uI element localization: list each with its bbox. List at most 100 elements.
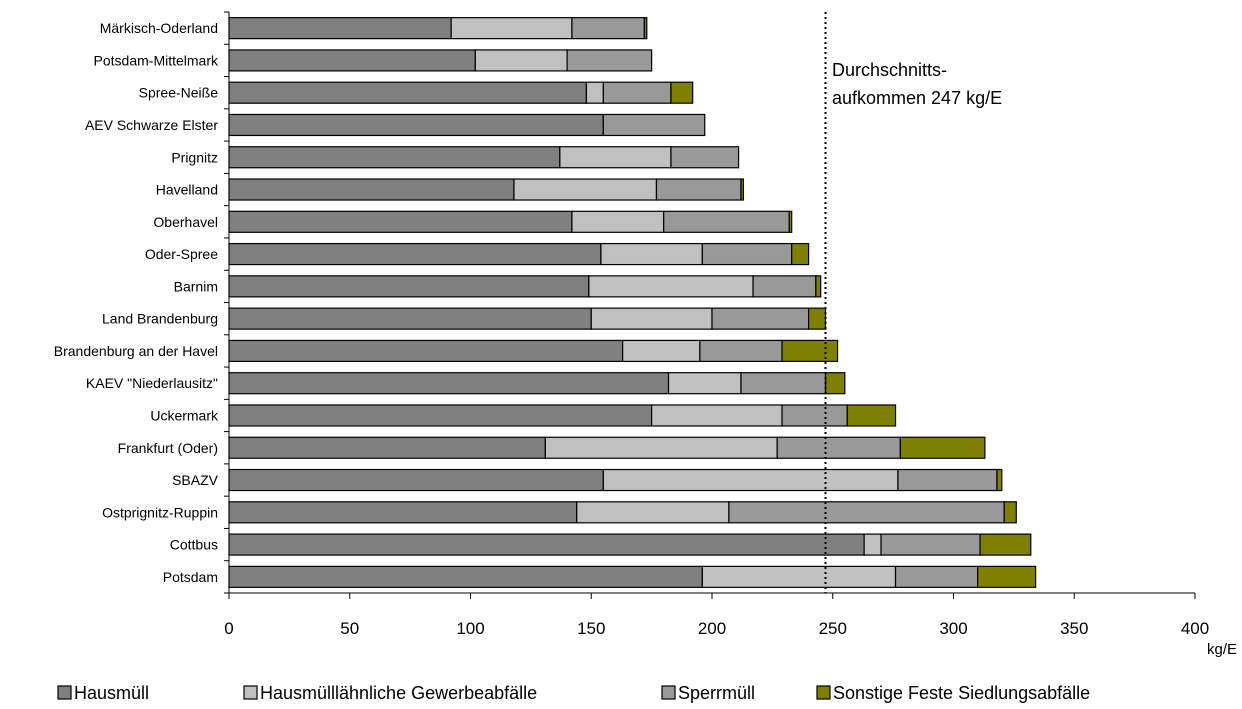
- bar-segment: [229, 534, 864, 555]
- category-label: Märkisch-Oderland: [100, 20, 218, 36]
- bar-segment: [229, 114, 603, 135]
- bar-segment: [702, 244, 791, 265]
- bar-segment: [586, 82, 603, 103]
- category-label: AEV Schwarze Elster: [85, 117, 218, 133]
- bar-segment: [671, 147, 739, 168]
- bar-segment: [980, 534, 1031, 555]
- bar-segment: [229, 244, 601, 265]
- bar-segment: [997, 470, 1002, 491]
- bar-segment: [229, 437, 545, 458]
- legend-swatch: [58, 686, 71, 699]
- legend-label: Sperrmüll: [678, 683, 755, 703]
- y-axis: Märkisch-Oderland Potsdam-Mittelmark Spree…: [54, 12, 229, 593]
- category-label: Potsdam-Mittelmark: [94, 52, 219, 68]
- legend-swatch: [817, 686, 830, 699]
- x-tick-label: 400: [1181, 619, 1209, 638]
- x-axis: 0 50 100 150 200 250 300 350 400 kg/E: [224, 593, 1237, 658]
- category-label: Barnim: [174, 278, 218, 294]
- bar-segment: [900, 437, 985, 458]
- legend-label: Hausmülllähnliche Gewerbeabfälle: [260, 683, 537, 703]
- bar-segment: [572, 18, 644, 39]
- bar-segment: [898, 470, 997, 491]
- legend-label: Sonstige Feste Siedlungsabfälle: [833, 683, 1090, 703]
- bar-segment: [700, 340, 782, 361]
- bar-segment: [229, 373, 669, 394]
- bar-segment: [782, 340, 838, 361]
- bar-segment: [229, 211, 572, 232]
- bar-segment: [623, 340, 700, 361]
- bar-segment: [229, 502, 577, 523]
- category-label: KAEV "Niederlausitz": [86, 375, 218, 391]
- category-label: Frankfurt (Oder): [118, 440, 218, 456]
- bar-segment: [826, 373, 845, 394]
- x-tick-label: 350: [1060, 619, 1088, 638]
- x-tick-label: 200: [698, 619, 726, 638]
- x-tick-label: 100: [456, 619, 484, 638]
- category-label: Oberhavel: [153, 214, 218, 230]
- category-label: Oder-Spree: [145, 246, 218, 262]
- bar-segment: [229, 470, 603, 491]
- bar-segment: [881, 534, 980, 555]
- bar-segment: [229, 308, 591, 329]
- bar-segment: [729, 502, 1004, 523]
- bar-segment: [514, 179, 656, 200]
- bar-segment: [789, 211, 791, 232]
- category-label: Land Brandenburg: [102, 311, 218, 327]
- bar-segment: [229, 566, 702, 587]
- bar-segment: [847, 405, 895, 426]
- bar-segment: [229, 179, 514, 200]
- reference-label-line2: aufkommen 247 kg/E: [832, 88, 1002, 108]
- bar-segment: [560, 147, 671, 168]
- reference-label-line1: Durchschnitts-: [832, 60, 947, 80]
- bar-segment: [702, 566, 895, 587]
- bar-segment: [652, 405, 782, 426]
- bar-segment: [777, 437, 900, 458]
- x-tick-label: 300: [939, 619, 967, 638]
- bar-segment: [229, 405, 652, 426]
- legend: Hausmüll Hausmülllähnliche Gewerbeabfälle…: [58, 683, 1090, 703]
- x-unit-label: kg/E: [1207, 641, 1237, 658]
- x-tick-label: 250: [819, 619, 847, 638]
- legend-swatch: [244, 686, 257, 699]
- category-label: Prignitz: [171, 149, 218, 165]
- bar-segment: [741, 373, 826, 394]
- bar-segment: [229, 50, 475, 71]
- bar-segment: [229, 82, 586, 103]
- x-tick-label: 50: [340, 619, 359, 638]
- bar-segment: [792, 244, 809, 265]
- category-label: SBAZV: [172, 472, 219, 488]
- bar-segment: [741, 179, 743, 200]
- bar-segment: [782, 405, 847, 426]
- category-label: Potsdam: [163, 569, 218, 585]
- category-label: Ostprignitz-Ruppin: [102, 504, 218, 520]
- bar-segment: [545, 437, 777, 458]
- category-label: Brandenburg an der Havel: [54, 343, 218, 359]
- bar-segment: [229, 340, 623, 361]
- bar-segment: [589, 276, 753, 297]
- bar-segment: [656, 179, 741, 200]
- bar-segment: [591, 308, 712, 329]
- bar-segment: [603, 114, 704, 135]
- category-label: Havelland: [156, 182, 218, 198]
- bar-segment: [664, 211, 790, 232]
- bar-segment: [451, 18, 572, 39]
- bar-segment: [809, 308, 826, 329]
- bar-segment: [475, 50, 567, 71]
- bar-segment: [978, 566, 1036, 587]
- bar-segment: [229, 18, 451, 39]
- bar-segment: [601, 244, 702, 265]
- category-label: Cottbus: [170, 537, 218, 553]
- bar-segment: [896, 566, 978, 587]
- bar-segment: [1004, 502, 1016, 523]
- category-label: Uckermark: [150, 407, 219, 423]
- legend-swatch: [662, 686, 675, 699]
- x-tick-label: 0: [224, 619, 233, 638]
- bar-segment: [603, 470, 898, 491]
- bar-segment: [644, 18, 646, 39]
- bar-segment: [669, 373, 741, 394]
- bar-segment: [712, 308, 809, 329]
- bar-segment: [567, 50, 652, 71]
- bar-segment: [229, 276, 589, 297]
- x-tick-label: 150: [577, 619, 605, 638]
